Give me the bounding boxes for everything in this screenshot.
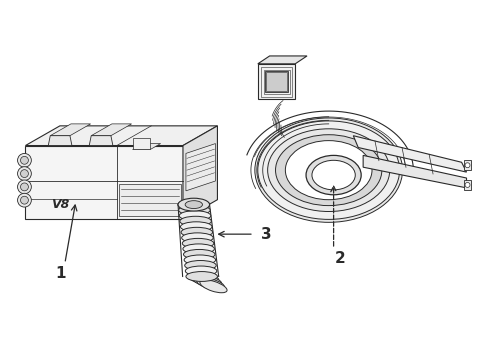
Polygon shape [89, 136, 113, 145]
Circle shape [21, 170, 28, 177]
Ellipse shape [178, 198, 210, 211]
Polygon shape [464, 180, 471, 190]
Ellipse shape [306, 156, 361, 195]
Polygon shape [25, 126, 218, 145]
Ellipse shape [191, 274, 219, 284]
Ellipse shape [285, 141, 372, 200]
Polygon shape [25, 145, 183, 219]
Ellipse shape [258, 121, 399, 219]
Circle shape [21, 183, 28, 191]
Circle shape [18, 193, 31, 207]
Text: 1: 1 [55, 266, 65, 281]
Circle shape [21, 156, 28, 164]
Circle shape [18, 153, 31, 167]
Ellipse shape [179, 205, 210, 215]
Ellipse shape [275, 135, 382, 206]
Polygon shape [258, 64, 295, 99]
Circle shape [21, 196, 28, 204]
Ellipse shape [194, 276, 221, 287]
Ellipse shape [312, 160, 355, 190]
Ellipse shape [183, 249, 215, 259]
Polygon shape [119, 184, 181, 216]
Ellipse shape [255, 118, 402, 222]
Text: V8: V8 [51, 198, 69, 211]
Ellipse shape [185, 266, 217, 276]
Ellipse shape [188, 271, 216, 282]
Ellipse shape [182, 233, 213, 243]
Polygon shape [363, 156, 466, 188]
Polygon shape [91, 124, 132, 136]
Polygon shape [133, 144, 161, 149]
Ellipse shape [180, 222, 212, 231]
Polygon shape [186, 144, 216, 191]
Ellipse shape [200, 280, 227, 293]
Ellipse shape [181, 227, 213, 237]
Ellipse shape [196, 278, 224, 290]
Ellipse shape [268, 129, 390, 212]
Polygon shape [353, 136, 466, 172]
Polygon shape [183, 126, 218, 219]
Circle shape [18, 167, 31, 180]
Ellipse shape [184, 255, 216, 265]
Ellipse shape [178, 200, 210, 210]
Circle shape [18, 180, 31, 194]
Polygon shape [50, 124, 91, 136]
Polygon shape [258, 56, 307, 64]
Polygon shape [133, 138, 150, 149]
Circle shape [465, 183, 470, 188]
Circle shape [465, 163, 470, 168]
Ellipse shape [180, 216, 211, 226]
Polygon shape [464, 160, 471, 170]
Ellipse shape [182, 238, 214, 248]
Ellipse shape [185, 201, 202, 208]
Ellipse shape [183, 244, 215, 254]
Ellipse shape [179, 211, 211, 221]
Ellipse shape [186, 271, 218, 282]
Polygon shape [49, 136, 72, 145]
Text: 2: 2 [335, 251, 346, 266]
Polygon shape [265, 71, 288, 93]
Text: 3: 3 [261, 227, 272, 242]
Ellipse shape [185, 261, 216, 270]
